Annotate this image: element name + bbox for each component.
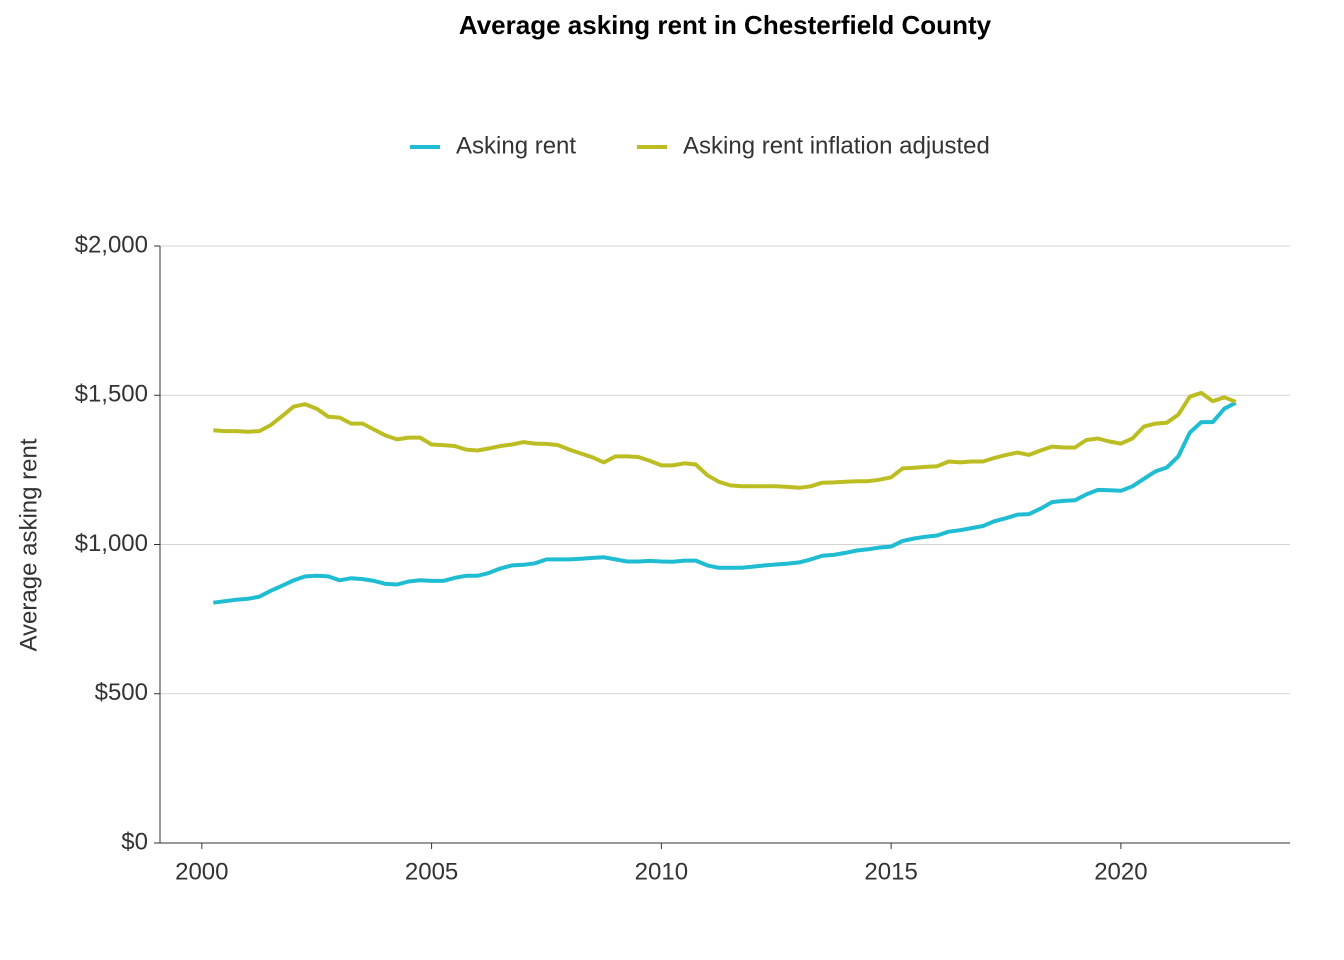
y-tick-label: $0 [121,828,148,855]
series-line [213,400,1237,605]
y-tick-label: $1,500 [75,381,148,408]
x-tick-label: 2005 [405,858,458,885]
legend-label: Asking rent inflation adjusted [683,132,990,159]
x-tick-label: 2020 [1094,858,1147,885]
y-tick-label: $1,000 [75,530,148,557]
x-tick-label: 2000 [175,858,228,885]
y-axis-label: Average asking rent [15,438,42,651]
y-tick-label: $2,000 [75,231,148,258]
x-tick-label: 2010 [635,858,688,885]
series-line [213,390,1237,490]
x-tick-label: 2015 [864,858,917,885]
y-tick-label: $500 [95,679,148,706]
legend-label: Asking rent [456,132,576,159]
chart-title: Average asking rent in Chesterfield Coun… [459,10,992,40]
